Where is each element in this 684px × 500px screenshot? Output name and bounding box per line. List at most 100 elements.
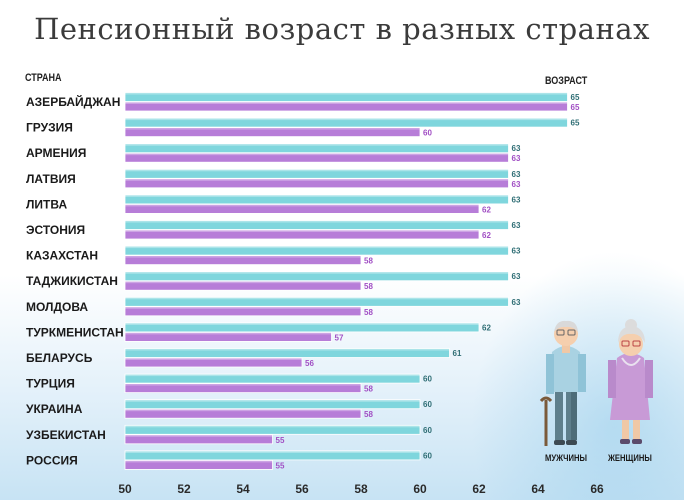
- x-tick-label: 56: [295, 482, 309, 496]
- x-axis-header: ВОЗРАСТ: [545, 75, 588, 87]
- x-tick-label: 50: [118, 482, 132, 496]
- bar-men: [124, 296, 509, 307]
- bar-men: [124, 168, 509, 179]
- data-label-men: 60: [423, 426, 432, 435]
- grandmother-figure: [608, 319, 653, 444]
- chart-title: Пенсионный возраст в разных странах: [34, 12, 650, 46]
- data-label-men: 63: [512, 221, 521, 230]
- bar-women: [124, 152, 509, 163]
- bar-men: [124, 245, 509, 256]
- bar-women-highlight: [125, 153, 509, 156]
- bar-men-highlight: [125, 322, 479, 325]
- category-label: АРМЕНИЯ: [26, 146, 86, 160]
- x-tick-label: 60: [413, 482, 427, 496]
- data-label-women: 58: [364, 410, 373, 419]
- grandfather-figure: [539, 320, 586, 446]
- bar-women-highlight: [125, 102, 568, 104]
- bar-men: [124, 194, 509, 205]
- data-label-women: 58: [364, 282, 373, 291]
- y-axis-header: СТРАНА: [25, 72, 62, 84]
- category-label: ТАДЖИКИСТАН: [26, 274, 118, 288]
- x-tick-label: 64: [531, 482, 545, 496]
- bar-men: [124, 424, 421, 435]
- x-tick-label: 52: [177, 482, 191, 496]
- bar-men: [124, 450, 421, 461]
- x-tick-label: 62: [472, 482, 486, 496]
- bar-women-highlight: [125, 255, 361, 258]
- data-label-men: 61: [453, 349, 462, 358]
- bar-women: [124, 127, 421, 137]
- category-label: ЭСТОНИЯ: [26, 223, 85, 237]
- data-label-men: 65: [571, 93, 580, 102]
- category-label: УЗБЕКИСТАН: [26, 428, 106, 442]
- bar-women-highlight: [125, 306, 361, 309]
- bar-women: [124, 357, 303, 368]
- bar-men: [124, 117, 568, 128]
- bar-men: [124, 373, 421, 384]
- bar-women-highlight: [125, 204, 479, 207]
- bar-women-highlight: [125, 460, 273, 463]
- bar-men-highlight: [125, 118, 568, 121]
- category-label: РОССИЯ: [26, 453, 78, 467]
- bar-women: [124, 178, 509, 189]
- bar-men-highlight: [125, 220, 509, 223]
- bar-women-highlight: [125, 178, 509, 181]
- data-label-men: 63: [512, 144, 521, 153]
- bar-men-highlight: [125, 425, 420, 428]
- data-label-men: 60: [423, 400, 432, 409]
- data-label-women: 58: [364, 308, 373, 317]
- legend-women-label: ЖЕНЩИНЫ: [608, 453, 652, 463]
- category-label: БЕЛАРУСЬ: [26, 351, 93, 365]
- bar-men: [124, 399, 421, 410]
- data-label-men: 63: [512, 247, 521, 256]
- x-tick-label: 54: [236, 482, 250, 496]
- bar-men-highlight: [125, 297, 509, 300]
- bar-women-highlight: [125, 434, 273, 437]
- category-label: ЛИТВА: [26, 197, 67, 211]
- data-label-women: 63: [512, 180, 521, 189]
- data-label-men: 63: [512, 272, 521, 281]
- bar-men-highlight: [125, 246, 509, 249]
- bar-women: [124, 229, 480, 240]
- bar-men: [124, 348, 450, 358]
- bar-women: [124, 255, 362, 266]
- bar-women: [124, 434, 273, 445]
- data-label-women: 60: [423, 129, 432, 138]
- data-label-women: 63: [512, 154, 521, 163]
- category-label: УКРАИНА: [26, 402, 83, 416]
- bar-men: [124, 143, 509, 154]
- legend-men-label: МУЖЧИНЫ: [545, 453, 588, 463]
- category-label: АЗЕРБАЙДЖАН: [26, 94, 120, 109]
- bar-women-highlight: [125, 281, 361, 284]
- bar-women: [124, 280, 362, 291]
- x-tick-label: 66: [590, 482, 604, 496]
- bar-men: [124, 271, 509, 282]
- bar-men: [124, 220, 509, 230]
- bar-women: [124, 203, 480, 214]
- category-label: ЛАТВИЯ: [26, 172, 76, 186]
- data-label-women: 58: [364, 385, 373, 394]
- data-label-men: 63: [512, 170, 521, 179]
- data-label-women: 62: [482, 231, 491, 240]
- data-label-women: 55: [276, 436, 285, 445]
- bar-women: [124, 459, 273, 470]
- data-label-men: 62: [482, 323, 491, 332]
- category-label: КАЗАХСТАН: [26, 249, 98, 263]
- bar-men: [124, 92, 568, 102]
- bar-women: [124, 306, 362, 317]
- data-label-men: 60: [423, 375, 432, 384]
- bar-men-highlight: [125, 450, 420, 453]
- category-label: ГРУЗИЯ: [26, 121, 73, 135]
- bar-women: [124, 331, 332, 342]
- bar-men-highlight: [125, 399, 420, 402]
- bar-men: [124, 322, 480, 333]
- category-label: ТУРКМЕНИСТАН: [26, 325, 124, 339]
- bar-women: [124, 408, 362, 419]
- bar-women-highlight: [125, 358, 302, 360]
- data-label-women: 55: [276, 461, 285, 470]
- bar-men-highlight: [125, 169, 509, 172]
- bar-men-highlight: [125, 374, 420, 377]
- category-label: ТУРЦИЯ: [26, 377, 75, 391]
